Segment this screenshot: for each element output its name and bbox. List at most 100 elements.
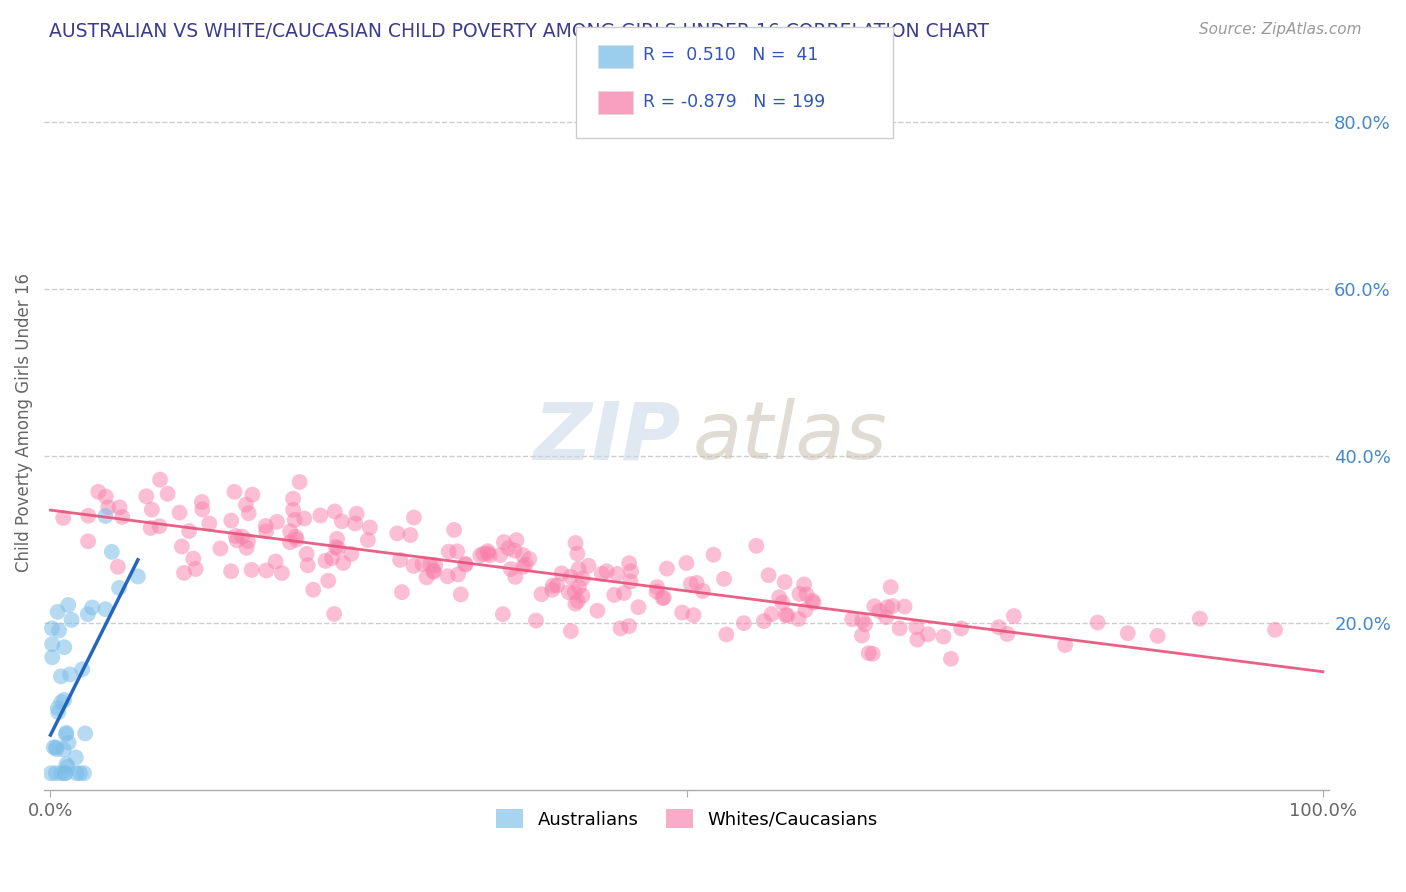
- Point: [45, 766, 67, 780]
- Point: [226, 533, 249, 548]
- Point: [76, 607, 98, 621]
- Point: [55, 757, 77, 772]
- Point: [564, 585, 586, 599]
- Point: [359, 520, 381, 534]
- Point: [340, 547, 363, 561]
- Point: [53, 766, 76, 780]
- Point: [219, 564, 242, 578]
- Point: [422, 565, 444, 579]
- Point: [512, 548, 534, 562]
- Point: [851, 629, 873, 643]
- Point: [292, 511, 315, 525]
- Point: [148, 519, 170, 533]
- Point: [240, 488, 263, 502]
- Point: [278, 524, 301, 539]
- Point: [682, 608, 704, 623]
- Point: [271, 566, 294, 580]
- Point: [82, 600, 104, 615]
- Point: [52, 511, 75, 525]
- Point: [46, 605, 69, 619]
- Point: [787, 612, 810, 626]
- Point: [620, 564, 643, 578]
- Point: [560, 624, 582, 638]
- Point: [794, 603, 817, 617]
- Point: [284, 530, 307, 544]
- Point: [893, 599, 915, 614]
- Point: [851, 614, 873, 628]
- Point: [209, 541, 232, 556]
- Point: [498, 541, 520, 556]
- Point: [862, 647, 884, 661]
- Point: [571, 589, 593, 603]
- Text: atlas: atlas: [693, 398, 887, 476]
- Point: [94, 490, 117, 504]
- Point: [803, 596, 825, 610]
- Point: [571, 572, 593, 586]
- Point: [801, 594, 824, 608]
- Point: [330, 514, 353, 528]
- Point: [285, 533, 308, 547]
- Point: [97, 500, 120, 515]
- Point: [59, 667, 82, 681]
- Point: [752, 614, 775, 628]
- Text: Source: ZipAtlas.com: Source: ZipAtlas.com: [1198, 22, 1361, 37]
- Point: [87, 484, 110, 499]
- Point: [309, 508, 332, 523]
- Point: [149, 473, 172, 487]
- Point: [773, 574, 796, 589]
- Point: [515, 558, 537, 572]
- Point: [315, 554, 337, 568]
- Point: [876, 600, 898, 615]
- Point: [578, 558, 600, 573]
- Point: [775, 608, 797, 623]
- Point: [297, 558, 319, 573]
- Point: [53, 640, 76, 655]
- Point: [94, 602, 117, 616]
- Point: [772, 596, 794, 610]
- Text: ZIP: ZIP: [533, 398, 681, 476]
- Point: [254, 564, 277, 578]
- Point: [323, 504, 346, 518]
- Point: [45, 742, 67, 756]
- Point: [617, 556, 640, 570]
- Point: [875, 610, 897, 624]
- Point: [858, 646, 880, 660]
- Point: [1087, 615, 1109, 630]
- Point: [503, 570, 526, 584]
- Point: [41, 621, 63, 635]
- Point: [568, 562, 591, 576]
- Point: [399, 528, 422, 542]
- Point: [627, 600, 650, 615]
- Point: [346, 507, 368, 521]
- Point: [56, 598, 79, 612]
- Point: [224, 484, 246, 499]
- Legend: Australians, Whites/Caucasians: Australians, Whites/Caucasians: [489, 802, 884, 836]
- Point: [863, 599, 886, 614]
- Point: [288, 475, 311, 489]
- Point: [932, 630, 955, 644]
- Point: [917, 627, 939, 641]
- Point: [184, 562, 207, 576]
- Point: [609, 621, 631, 635]
- Point: [425, 558, 447, 573]
- Point: [231, 530, 253, 544]
- Point: [169, 506, 191, 520]
- Point: [492, 607, 515, 622]
- Point: [530, 587, 553, 601]
- Point: [108, 581, 131, 595]
- Point: [761, 607, 783, 622]
- Point: [402, 510, 425, 524]
- Point: [560, 570, 582, 584]
- Point: [879, 580, 901, 594]
- Point: [75, 726, 97, 740]
- Point: [332, 556, 354, 570]
- Point: [586, 604, 609, 618]
- Point: [505, 533, 527, 548]
- Point: [1188, 612, 1211, 626]
- Point: [284, 513, 307, 527]
- Point: [45, 740, 67, 755]
- Point: [191, 502, 214, 516]
- Point: [652, 591, 675, 605]
- Point: [619, 574, 641, 589]
- Point: [141, 502, 163, 516]
